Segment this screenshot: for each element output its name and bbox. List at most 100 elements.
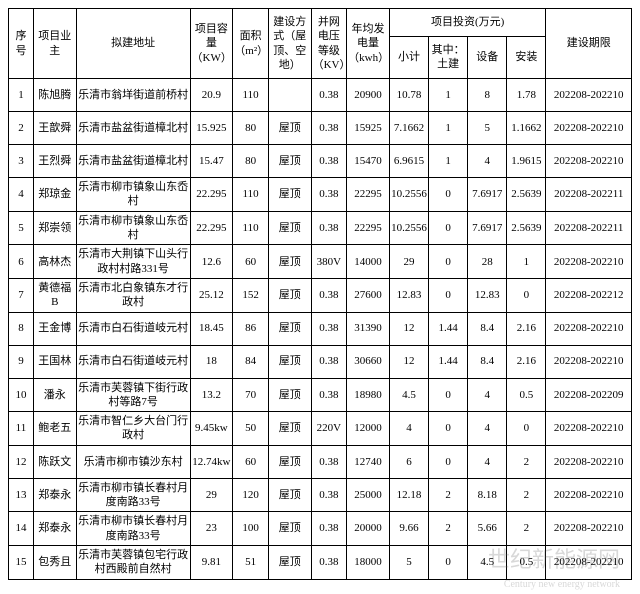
cell-annual: 18980 xyxy=(347,378,390,412)
cell-idx: 11 xyxy=(9,412,34,446)
cell-annual: 25000 xyxy=(347,478,390,512)
cell-mode: 屋顶 xyxy=(268,145,311,178)
cell-inv_tj: 1 xyxy=(429,79,468,112)
cell-mode: 屋顶 xyxy=(268,245,311,279)
cell-mode: 屋顶 xyxy=(268,412,311,446)
cell-inv_sb: 5 xyxy=(468,112,507,145)
cell-volt: 0.38 xyxy=(311,312,347,345)
cell-inv_sub: 9.66 xyxy=(389,512,428,546)
cell-period: 202208-202210 xyxy=(546,245,632,279)
cell-owner: 高林杰 xyxy=(33,245,76,279)
cell-area: 86 xyxy=(233,312,269,345)
cell-addr: 乐清市翁垟街道前桥村 xyxy=(76,79,190,112)
cell-cap: 18 xyxy=(190,345,233,378)
cell-volt: 0.38 xyxy=(311,378,347,412)
cell-inv_az: 1.1662 xyxy=(507,112,546,145)
cell-addr: 乐清市白石街道岐元村 xyxy=(76,312,190,345)
cell-idx: 13 xyxy=(9,478,34,512)
cell-annual: 20000 xyxy=(347,512,390,546)
cell-volt: 0.38 xyxy=(311,545,347,579)
cell-cap: 13.2 xyxy=(190,378,233,412)
cell-idx: 6 xyxy=(9,245,34,279)
cell-addr: 乐清市大荆镇下山头行政村村路331号 xyxy=(76,245,190,279)
cell-owner: 潘永 xyxy=(33,378,76,412)
cell-mode: 屋顶 xyxy=(268,178,311,212)
table-row: 10潘永乐清市芙蓉镇下街行政村等路7号13.270屋顶0.38189804.50… xyxy=(9,378,632,412)
cell-idx: 5 xyxy=(9,211,34,245)
cell-volt: 0.38 xyxy=(311,478,347,512)
col-inv-tj: 其中：土建 xyxy=(429,36,468,78)
cell-volt: 0.38 xyxy=(311,345,347,378)
cell-cap: 9.45kw xyxy=(190,412,233,446)
cell-inv_sb: 8.4 xyxy=(468,345,507,378)
cell-owner: 陈跃文 xyxy=(33,445,76,478)
cell-volt: 220V xyxy=(311,412,347,446)
cell-annual: 15925 xyxy=(347,112,390,145)
cell-volt: 0.38 xyxy=(311,512,347,546)
col-mode: 建设方式（屋顶、空地） xyxy=(268,9,311,79)
table-row: 13郑泰永乐清市柳市镇长春村月度南路33号29120屋顶0.382500012.… xyxy=(9,478,632,512)
cell-inv_az: 1.78 xyxy=(507,79,546,112)
cell-period: 202208-202210 xyxy=(546,345,632,378)
cell-inv_sb: 4 xyxy=(468,412,507,446)
cell-inv_az: 2.5639 xyxy=(507,178,546,212)
cell-inv_az: 2 xyxy=(507,512,546,546)
cell-annual: 20900 xyxy=(347,79,390,112)
cell-area: 84 xyxy=(233,345,269,378)
cell-volt: 0.38 xyxy=(311,178,347,212)
cell-area: 50 xyxy=(233,412,269,446)
cell-area: 110 xyxy=(233,79,269,112)
cell-inv_az: 1 xyxy=(507,245,546,279)
col-inv-sub: 小计 xyxy=(389,36,428,78)
cell-addr: 乐清市柳市镇象山东岙村 xyxy=(76,211,190,245)
cell-cap: 15.47 xyxy=(190,145,233,178)
cell-inv_sub: 10.2556 xyxy=(389,178,428,212)
cell-inv_az: 2.5639 xyxy=(507,211,546,245)
cell-cap: 29 xyxy=(190,478,233,512)
cell-volt: 0.38 xyxy=(311,112,347,145)
cell-inv_sub: 5 xyxy=(389,545,428,579)
cell-idx: 14 xyxy=(9,512,34,546)
table-row: 9王国林乐清市白石街道岐元村1884屋顶0.3830660121.448.42.… xyxy=(9,345,632,378)
cell-volt: 0.38 xyxy=(311,278,347,312)
cell-mode: 屋顶 xyxy=(268,345,311,378)
cell-cap: 9.81 xyxy=(190,545,233,579)
cell-inv_az: 0 xyxy=(507,278,546,312)
cell-cap: 22.295 xyxy=(190,178,233,212)
cell-idx: 2 xyxy=(9,112,34,145)
cell-volt: 0.38 xyxy=(311,211,347,245)
project-table: 序号 项目业主 拟建地址 项目容量（KW） 面积（m²） 建设方式（屋顶、空地）… xyxy=(8,8,632,580)
cell-area: 60 xyxy=(233,245,269,279)
table-row: 12陈跃文乐清市柳市镇沙东村12.74kw60屋顶0.3812740604220… xyxy=(9,445,632,478)
cell-owner: 郑泰永 xyxy=(33,478,76,512)
cell-annual: 22295 xyxy=(347,178,390,212)
cell-mode: 屋顶 xyxy=(268,112,311,145)
cell-owner: 郑泰永 xyxy=(33,512,76,546)
cell-period: 202208-202210 xyxy=(546,512,632,546)
cell-inv_sb: 4 xyxy=(468,378,507,412)
table-row: 2王歆舜乐清市盐盆街道樟北村15.92580屋顶0.38159257.16621… xyxy=(9,112,632,145)
cell-idx: 1 xyxy=(9,79,34,112)
cell-owner: 鲍老五 xyxy=(33,412,76,446)
table-row: 4郑琼金乐清市柳市镇象山东岙村22.295110屋顶0.382229510.25… xyxy=(9,178,632,212)
cell-annual: 31390 xyxy=(347,312,390,345)
cell-mode: 屋顶 xyxy=(268,378,311,412)
table-row: 1陈旭腾乐清市翁垟街道前桥村20.91100.382090010.78181.7… xyxy=(9,79,632,112)
cell-volt: 380V xyxy=(311,245,347,279)
col-period: 建设期限 xyxy=(546,9,632,79)
cell-inv_sb: 5.66 xyxy=(468,512,507,546)
cell-addr: 乐清市柳市镇沙东村 xyxy=(76,445,190,478)
cell-annual: 30660 xyxy=(347,345,390,378)
cell-annual: 27600 xyxy=(347,278,390,312)
cell-inv_sub: 12.83 xyxy=(389,278,428,312)
cell-inv_tj: 2 xyxy=(429,512,468,546)
cell-mode: 屋顶 xyxy=(268,512,311,546)
cell-annual: 22295 xyxy=(347,211,390,245)
cell-annual: 12740 xyxy=(347,445,390,478)
cell-inv_tj: 0 xyxy=(429,278,468,312)
cell-addr: 乐清市智仁乡大台门行政村 xyxy=(76,412,190,446)
cell-inv_sb: 4 xyxy=(468,445,507,478)
cell-inv_sub: 12.18 xyxy=(389,478,428,512)
cell-addr: 乐清市白石街道岐元村 xyxy=(76,345,190,378)
cell-inv_tj: 0 xyxy=(429,211,468,245)
